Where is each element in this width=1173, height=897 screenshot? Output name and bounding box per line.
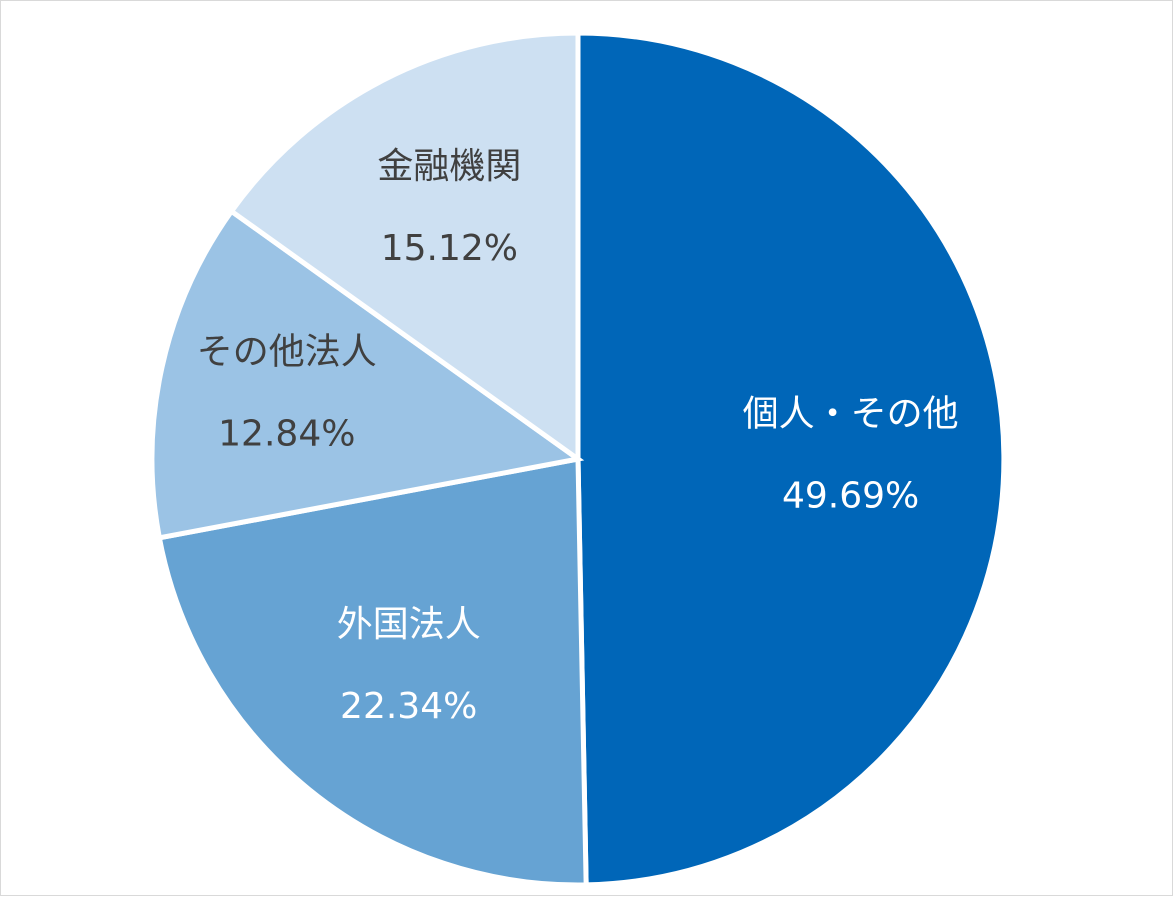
labels-layer: 個人・その他 49.69% 外国法人 22.34% その他法人 12.84% 金融機関 15.… [197,146,959,727]
slice-percent-label: 15.12% [381,228,518,269]
slice-name-label: 外国法人 [337,604,481,645]
pie-slice-3 [149,207,585,541]
pie-slice-2 [156,455,589,888]
pie-slice-4 [227,30,581,464]
slice-name-label: その他法人 [197,332,377,373]
slice-percent-label: 49.69% [782,475,919,516]
slices-layer [149,30,1007,888]
pie-slice-1 [575,30,1007,888]
slice-percent-label: 12.84% [218,414,355,455]
slice-percent-label: 22.34% [340,686,477,727]
slice-name-label: 金融機関 [377,146,521,187]
slice-name-label: 個人・その他 [743,393,959,434]
